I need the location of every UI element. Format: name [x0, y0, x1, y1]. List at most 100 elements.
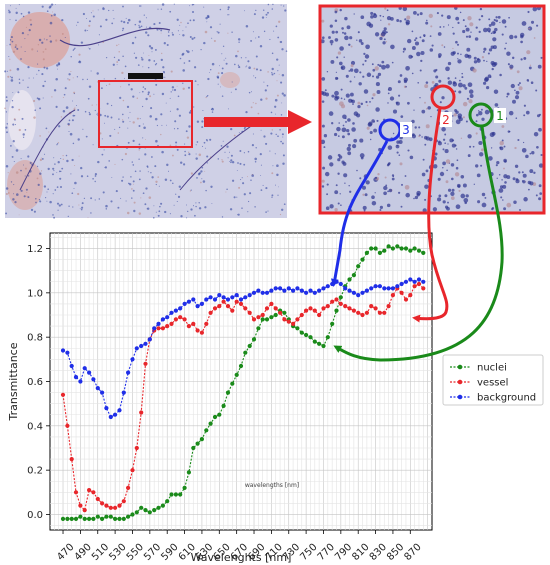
tissue-cell: [43, 185, 47, 188]
tissue-cell: [196, 177, 198, 179]
tissue-cell: [388, 188, 393, 193]
tissue-cell: [104, 114, 107, 117]
tissue-cell: [481, 56, 485, 59]
data-point-background: [338, 281, 343, 287]
marker-label-1: 1: [496, 109, 504, 123]
tissue-cell: [483, 47, 487, 51]
tissue-cell: [451, 143, 456, 148]
tissue-cell: [245, 66, 247, 68]
tissue-cell: [348, 70, 351, 72]
tissue-cell: [384, 176, 387, 179]
tissue-cell: [349, 36, 353, 40]
tissue-cell: [94, 172, 98, 176]
tissue-cell: [110, 104, 113, 107]
tissue-cell: [425, 81, 429, 84]
tissue-cell: [73, 115, 76, 117]
tissue-cell: [382, 15, 384, 18]
data-point-vessel: [82, 508, 87, 513]
tissue-cell: [151, 51, 153, 53]
tissue-cell: [160, 202, 163, 205]
tissue-cell: [442, 138, 446, 141]
data-point-nuclei: [65, 516, 70, 522]
tissue-cell: [24, 167, 27, 170]
tissue-cell: [122, 27, 125, 30]
tissue-cell: [43, 153, 46, 155]
tissue-cell: [379, 36, 383, 41]
tissue-cell: [518, 86, 523, 91]
tissue-cell: [221, 159, 223, 161]
tissue-cell: [323, 134, 328, 138]
tissue-cell: [281, 133, 284, 136]
tissue-cell: [366, 126, 370, 130]
y-tick-label: 1.2: [27, 244, 43, 255]
tissue-cell: [221, 72, 224, 75]
tissue-cell: [231, 179, 235, 182]
tissue-cell: [416, 51, 421, 57]
tissue-cell: [73, 188, 75, 189]
tissue-cell: [176, 200, 178, 203]
data-point-vessel: [412, 284, 417, 289]
tissue-cell: [127, 18, 131, 22]
data-point-nuclei: [108, 514, 113, 519]
tissue-cell: [33, 116, 36, 119]
tissue-cell: [22, 79, 24, 81]
tissue-cell: [363, 52, 366, 56]
tissue-cell: [353, 68, 359, 74]
tissue-cell: [322, 166, 326, 170]
tissue-cell: [206, 155, 209, 158]
data-point-vessel: [264, 306, 270, 311]
tissue-cell: [13, 193, 15, 195]
data-point-background: [382, 286, 387, 291]
tissue-cell: [239, 162, 242, 165]
tissue-cell: [142, 192, 145, 195]
tissue-cell: [160, 58, 163, 62]
tissue-cell: [99, 25, 102, 28]
tissue-cell: [174, 120, 177, 123]
data-point-background: [286, 286, 291, 291]
tissue-cell: [154, 165, 157, 168]
tissue-cell: [399, 74, 403, 77]
tissue-cell: [386, 16, 392, 21]
tissue-cell: [74, 181, 77, 185]
tissue-cell: [140, 197, 142, 199]
tissue-cell: [56, 202, 60, 205]
tissue-cell: [78, 204, 80, 206]
tissue-cell: [15, 149, 19, 152]
tissue-cell: [413, 109, 415, 111]
tissue-cell: [136, 97, 139, 100]
tissue-cell: [4, 70, 7, 73]
tissue-cell: [259, 69, 262, 72]
tissue-cell: [247, 211, 249, 213]
tissue-cell: [92, 10, 94, 12]
tissue-cell: [169, 10, 172, 13]
tissue-cell: [221, 216, 224, 218]
tissue-cell: [64, 87, 67, 90]
tissue-cell: [236, 169, 238, 171]
tissue-cell: [56, 64, 59, 67]
tissue-cell: [203, 6, 205, 8]
inset-frame: [318, 4, 546, 215]
tissue-cell: [253, 13, 256, 16]
tissue-cell: [155, 62, 158, 65]
data-point-background: [147, 337, 152, 342]
series-line-background: [62, 278, 424, 418]
tissue-cell: [335, 71, 338, 73]
tissue-cell: [113, 56, 116, 59]
data-point-nuclei: [82, 516, 87, 522]
tissue-cell: [177, 195, 181, 199]
tissue-cell: [342, 31, 344, 34]
tissue-cell: [141, 58, 144, 61]
data-point-vessel: [113, 505, 118, 510]
tissue-cell: [58, 204, 61, 207]
tissue-cell: [277, 194, 279, 196]
tissue-cell: [104, 166, 108, 169]
tissue-cell: [138, 24, 140, 27]
tissue-cell: [73, 91, 76, 94]
tissue-cell: [144, 203, 147, 206]
tissue-cell: [455, 16, 460, 21]
tissue-cell: [102, 191, 105, 194]
tissue-cell: [396, 144, 398, 147]
tissue-cell: [201, 166, 204, 169]
tissue-cell: [185, 130, 188, 133]
tissue-cell: [169, 179, 172, 182]
